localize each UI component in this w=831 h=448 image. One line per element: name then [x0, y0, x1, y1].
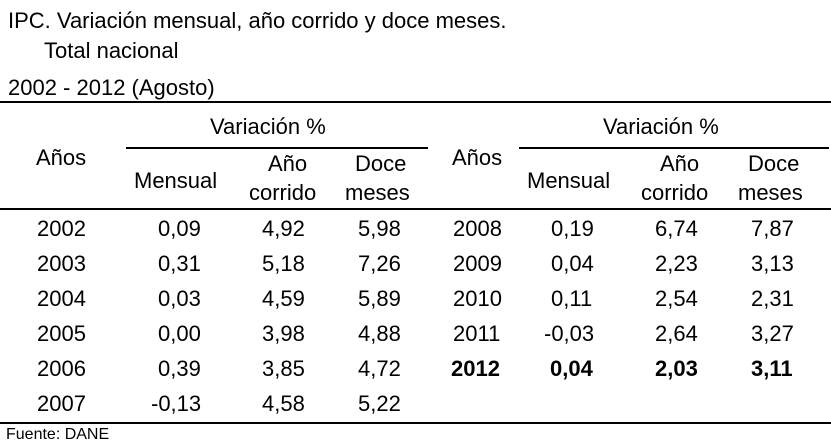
bottom-rule	[0, 422, 831, 424]
header-bottom-rule	[0, 208, 831, 210]
table-cell-year: 2008	[453, 216, 502, 241]
table-cell-mensual: 0,00	[158, 321, 201, 346]
header-anos-left: Años	[36, 145, 87, 170]
table-cell-mensual: 0,09	[158, 216, 201, 241]
table-cell-mensual: 0,31	[158, 251, 201, 276]
table-cell-year: 2005	[37, 321, 86, 346]
table-cell-corrido: 2,64	[655, 321, 698, 346]
header-meses-left: meses	[345, 180, 410, 205]
table-period: 2002 - 2012 (Agosto)	[8, 75, 215, 100]
table-cell-corrido: 2,03	[655, 356, 698, 381]
header-corrido-right: corrido	[641, 180, 709, 205]
table-cell-doce: 5,89	[358, 286, 401, 311]
table-cell-mensual: 0,04	[550, 356, 593, 381]
table-title: IPC. Variación mensual, año corrido y do…	[8, 8, 507, 33]
table-cell-corrido: 6,74	[655, 216, 698, 241]
table-cell-year: 2009	[453, 251, 502, 276]
table-cell-year: 2011	[453, 321, 501, 346]
header-mensual-right: Mensual	[527, 168, 611, 193]
table-cell-mensual: 0,03	[158, 286, 201, 311]
header-doce-right: Doce	[748, 151, 800, 176]
table-cell-doce: 3,13	[751, 251, 794, 276]
table-cell-mensual: 0,04	[551, 251, 594, 276]
table-cell-doce: 7,26	[358, 251, 401, 276]
table-cell-year: 2012	[451, 356, 500, 381]
table-cell-corrido: 4,59	[262, 286, 305, 311]
table-cell-year: 2007	[37, 391, 86, 416]
table-cell-corrido: 3,98	[262, 321, 305, 346]
table-cell-corrido: 4,58	[262, 391, 305, 416]
table-cell-corrido: 5,18	[262, 251, 305, 276]
header-ano-right: Año	[660, 151, 700, 176]
table-cell-corrido: 3,85	[262, 356, 305, 381]
table-cell-corrido: 2,54	[655, 286, 698, 311]
table-cell-doce: 4,88	[358, 321, 401, 346]
header-anos-right: Años	[452, 145, 503, 170]
top-rule	[0, 101, 831, 103]
table-cell-doce: 3,27	[751, 321, 794, 346]
table-cell-year: 2004	[37, 286, 86, 311]
table-cell-corrido: 4,92	[262, 216, 305, 241]
header-rule-right	[519, 147, 829, 149]
header-variacion-left: Variación %	[210, 114, 326, 139]
table-cell-doce: 4,72	[358, 356, 401, 381]
table-cell-corrido: 2,23	[655, 251, 698, 276]
header-rule-left	[126, 147, 428, 149]
table-cell-doce: 2,31	[751, 286, 794, 311]
table-cell-mensual: 0,39	[158, 356, 201, 381]
table-subtitle: Total nacional	[44, 38, 179, 63]
table-cell-doce: 5,98	[358, 216, 401, 241]
header-meses-right: meses	[738, 180, 803, 205]
header-mensual-left: Mensual	[134, 168, 218, 193]
header-corrido-left: corrido	[249, 180, 317, 205]
header-ano-left: Año	[268, 151, 308, 176]
table-cell-mensual: -0,03	[544, 321, 595, 346]
table-cell-doce: 3,11	[751, 356, 793, 381]
table-cell-doce: 7,87	[751, 216, 794, 241]
table-cell-mensual: 0,11	[551, 286, 593, 311]
table-cell-doce: 5,22	[358, 391, 401, 416]
table-cell-mensual: -0,13	[151, 391, 202, 416]
header-variacion-right: Variación %	[603, 114, 719, 139]
table-cell-mensual: 0,19	[551, 216, 594, 241]
table-cell-year: 2003	[37, 251, 86, 276]
header-doce-left: Doce	[355, 151, 407, 176]
table-cell-year: 2006	[37, 356, 86, 381]
table-cell-year: 2002	[37, 216, 86, 241]
source-note: Fuente: DANE	[6, 426, 110, 443]
table-cell-year: 2010	[453, 286, 502, 311]
